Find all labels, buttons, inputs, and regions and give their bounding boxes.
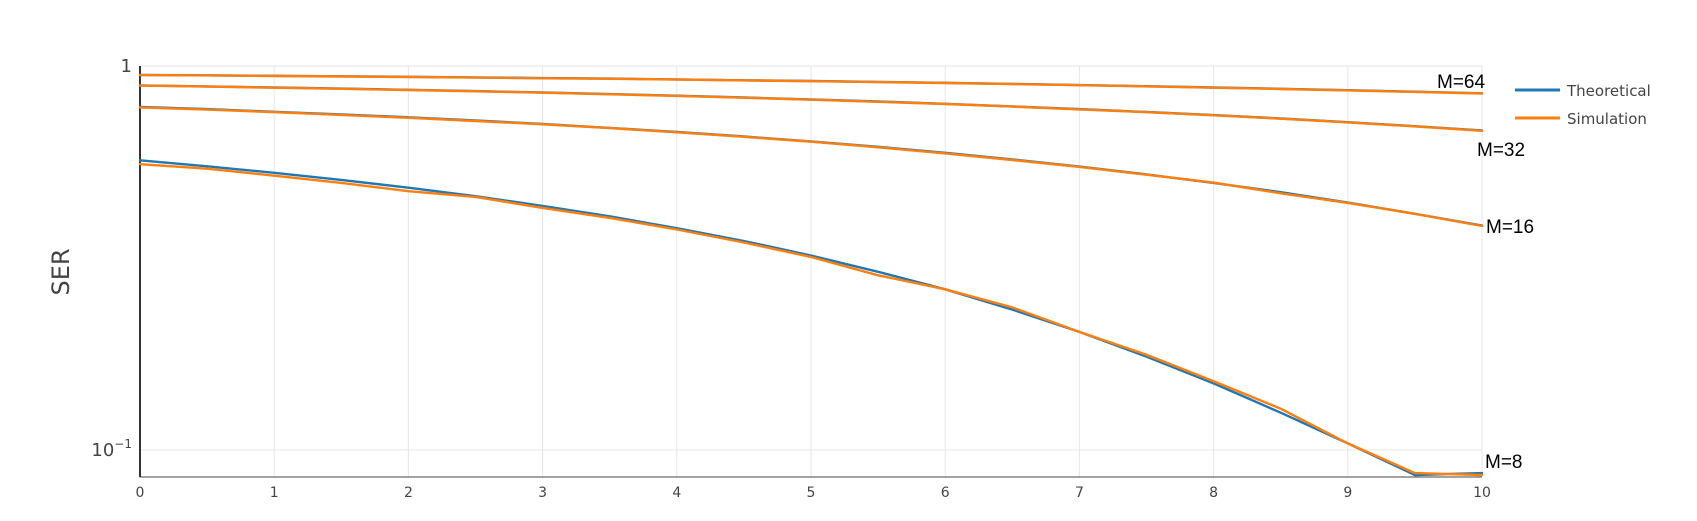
- x-tick-label: 1: [270, 485, 279, 501]
- legend-label-theoretical: Theoretical: [1566, 82, 1651, 100]
- x-tick-label: 5: [807, 485, 816, 501]
- y-tick-label: 10−1: [91, 437, 132, 461]
- series-line-simulation-m-16: [138, 106, 1484, 228]
- legend-item-theoretical[interactable]: Theoretical: [1515, 82, 1651, 100]
- series-line-simulation-m-8: [138, 163, 1484, 477]
- axes: [139, 66, 1482, 478]
- x-tick-label: 2: [404, 485, 413, 501]
- curve-label-m8: M=8: [1485, 452, 1523, 473]
- y-tick-labels: 1 10−1: [91, 56, 132, 461]
- series-line-theoretical-m-8: [138, 159, 1484, 477]
- curve-label-m64: M=64: [1437, 72, 1485, 93]
- series-line-simulation-m-32: [138, 84, 1484, 132]
- x-tick-label: 10: [1473, 485, 1491, 501]
- legend[interactable]: Theoretical Simulation: [1515, 82, 1651, 128]
- series-lines: [138, 73, 1484, 477]
- grid-lines: [140, 65, 1483, 477]
- x-tick-labels: 0 1 2 3 4 5 6 7 8 9 10: [136, 485, 1491, 501]
- x-tick-label: 9: [1343, 485, 1352, 501]
- legend-label-simulation: Simulation: [1567, 110, 1647, 128]
- x-tick-label: 8: [1209, 485, 1218, 501]
- y-tick-label: 1: [121, 56, 132, 77]
- series-line-simulation-m-64: [138, 73, 1484, 95]
- x-tick-label: 0: [136, 485, 145, 501]
- x-tick-label: 7: [1075, 485, 1084, 501]
- x-tick-label: 3: [538, 485, 547, 501]
- curve-label-m16: M=16: [1486, 217, 1534, 238]
- x-tick-label: 4: [672, 485, 681, 501]
- y-axis-title: SER: [47, 248, 75, 295]
- curve-label-m32: M=32: [1477, 140, 1525, 161]
- legend-item-simulation[interactable]: Simulation: [1515, 110, 1647, 128]
- x-tick-label: 6: [941, 485, 950, 501]
- curve-labels: M=64 M=32 M=16 M=8: [1437, 72, 1534, 473]
